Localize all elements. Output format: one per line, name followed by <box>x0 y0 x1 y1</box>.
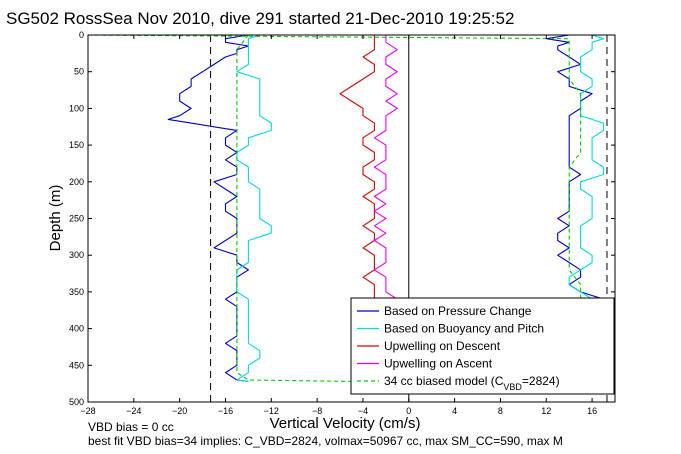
y-tick-label: 50 <box>74 67 84 77</box>
series-4-line-0 <box>236 34 409 383</box>
y-tick-label: 300 <box>69 250 84 260</box>
legend-label-1: Based on Buoyancy and Pitch <box>384 322 544 336</box>
x-axis-ticks: −28 −24 −20 −16 −12 −8 −4 0 4 8 12 16 <box>80 35 597 416</box>
footer-line-1: VBD bias = 0 cc <box>88 420 174 434</box>
y-tick-label: 200 <box>69 177 84 187</box>
legend: Based on Pressure Change Based on Buoyanc… <box>350 297 615 395</box>
y-tick-label: 400 <box>69 324 84 334</box>
series-4-line-1 <box>87 34 582 300</box>
y-tick-label: 250 <box>69 214 84 224</box>
x-tick-label: −16 <box>218 406 233 416</box>
x-tick-label: −20 <box>172 406 187 416</box>
legend-box <box>350 297 615 395</box>
x-tick-label: 8 <box>498 406 503 416</box>
x-tick-label: 4 <box>452 406 457 416</box>
footer-line-2: best fit VBD bias=34 implies: C_VBD=2824… <box>88 434 563 448</box>
series-2-line-0 <box>339 35 375 300</box>
x-tick-label: −24 <box>126 406 141 416</box>
y-tick-label: 350 <box>69 287 84 297</box>
chart-title: SG502 RossSea Nov 2010, dive 291 started… <box>6 9 514 28</box>
y-tick-label: 500 <box>69 397 84 407</box>
series-0-line-1 <box>545 34 604 300</box>
legend-label-2: Upwelling on Descent <box>384 339 501 353</box>
x-axis-label: Vertical Velocity (cm/s) <box>270 415 421 432</box>
series-3-line-0 <box>373 35 398 300</box>
series-layer <box>87 34 605 383</box>
y-tick-label: 450 <box>69 360 84 370</box>
y-tick-label: 100 <box>69 103 84 113</box>
x-tick-label: 12 <box>541 406 551 416</box>
y-axis-label: Depth (m) <box>47 185 64 252</box>
legend-label-0: Based on Pressure Change <box>384 304 532 318</box>
y-axis-ticks: 0 50 100 150 200 250 300 350 400 450 500 <box>69 30 615 407</box>
series-1-line-0 <box>236 34 272 382</box>
x-tick-label: 0 <box>406 406 411 416</box>
x-tick-label: −4 <box>358 406 368 416</box>
x-tick-label: −28 <box>80 406 95 416</box>
x-tick-label: −8 <box>312 406 322 416</box>
legend-label-suffix: =2824) <box>522 374 560 388</box>
series-0-line-0 <box>167 34 249 382</box>
y-tick-label: 0 <box>79 30 84 40</box>
y-tick-label: 150 <box>69 140 84 150</box>
x-tick-label: 16 <box>587 406 597 416</box>
legend-label-3: Upwelling on Ascent <box>384 357 493 371</box>
series-1-line-1 <box>568 34 605 300</box>
legend-label-subscript: VBD <box>503 382 522 392</box>
x-tick-label: −12 <box>264 406 279 416</box>
